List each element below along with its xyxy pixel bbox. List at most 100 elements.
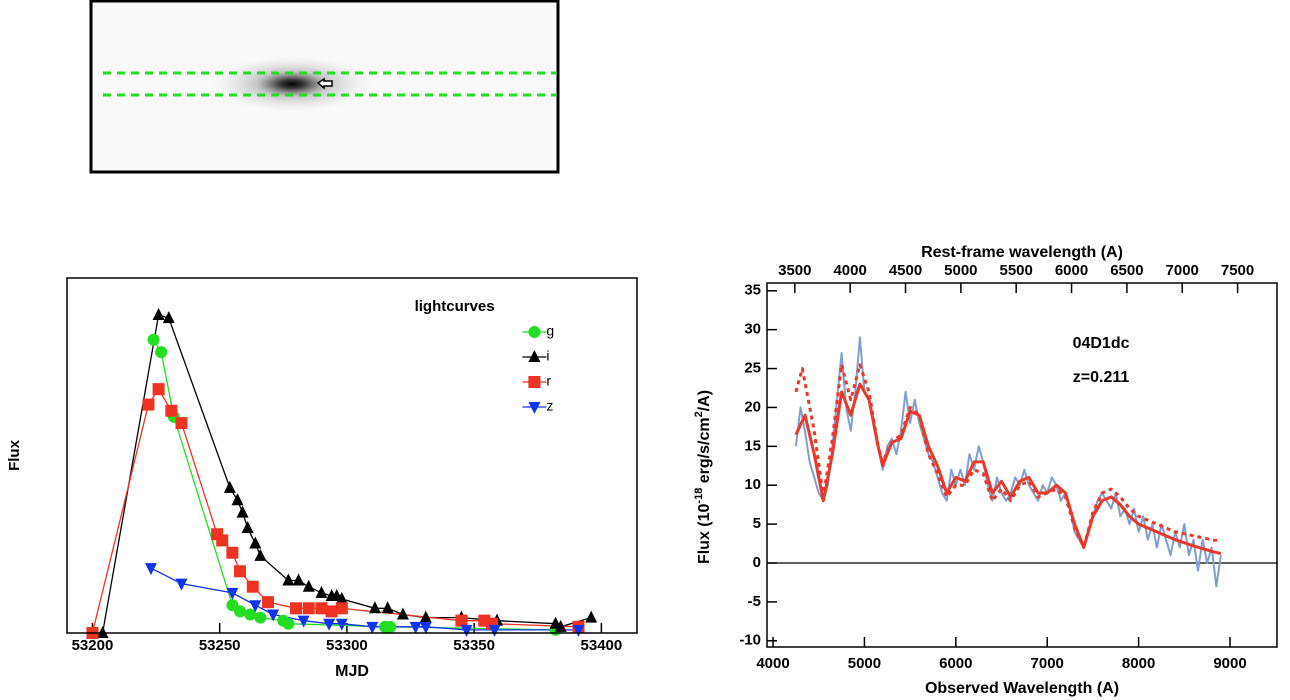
marker	[315, 602, 328, 615]
marker	[152, 308, 165, 321]
marker	[419, 610, 432, 623]
y-axis-title-superscript: -18	[693, 488, 705, 504]
marker	[165, 404, 178, 417]
x-axis-title: Observed Wavelength (A)	[925, 680, 1119, 697]
marker	[142, 398, 155, 411]
marker	[226, 546, 239, 559]
plot-area	[794, 336, 1222, 588]
marker	[155, 346, 168, 359]
marker	[528, 326, 541, 338]
marker	[234, 565, 247, 578]
plot-frame	[66, 277, 638, 634]
y-tick-label: -10	[739, 632, 761, 649]
marker	[325, 605, 338, 618]
x2-tick-label: 7000	[1166, 262, 1199, 279]
supernova-marker	[316, 77, 333, 90]
x-tick-label: 53250	[199, 637, 241, 654]
marker	[572, 624, 585, 637]
marker	[144, 563, 157, 576]
y-axis-title-part: Flux (10	[696, 503, 713, 564]
marker	[282, 617, 295, 630]
marker	[297, 615, 310, 628]
x2-tick-label: 5000	[944, 262, 977, 279]
x-tick-label: 9000	[1213, 655, 1246, 672]
y-tick-label: 0	[753, 554, 761, 571]
x-tick-label: 53300	[326, 637, 368, 654]
x2-tick-label: 4500	[889, 262, 922, 279]
marker	[223, 480, 236, 493]
marker	[409, 621, 422, 634]
y-tick-label: 30	[744, 321, 761, 338]
y-tick-label: 25	[744, 360, 761, 377]
x-tick-label: 5000	[848, 655, 881, 672]
x2-axis-title: Rest-frame wavelength (A)	[921, 244, 1123, 261]
x2-tick-label: 6500	[1110, 262, 1143, 279]
spectrum-line	[794, 336, 1222, 588]
marker	[234, 605, 247, 618]
x2-tick-label: 7500	[1221, 262, 1254, 279]
marker	[368, 601, 381, 614]
x2-tick-label: 3500	[778, 262, 811, 279]
galaxy-image	[89, 0, 560, 174]
marker	[147, 333, 160, 346]
marker	[254, 548, 267, 561]
x-tick-label: 8000	[1122, 655, 1155, 672]
marker	[249, 536, 262, 549]
annotation: z=0.211	[1073, 369, 1130, 386]
y-tick-label: 35	[744, 282, 761, 299]
galaxy	[212, 56, 372, 112]
legend-label: z	[546, 398, 553, 414]
marker	[488, 624, 501, 637]
y-tick-label: -5	[748, 593, 761, 610]
marker	[460, 624, 473, 637]
spectrum-line	[794, 382, 1222, 556]
marker	[366, 621, 379, 634]
x-axis-title: MJD	[335, 663, 369, 680]
x-tick-label: 7000	[1031, 655, 1064, 672]
marker	[231, 493, 244, 506]
x2-tick-label: 6000	[1055, 262, 1088, 279]
marker	[249, 600, 262, 613]
marker	[384, 620, 397, 633]
x2-tick-label: 5500	[1000, 262, 1033, 279]
y-tick-label: 10	[744, 476, 761, 493]
marker	[267, 609, 280, 622]
x-tick-label: 53200	[72, 637, 114, 654]
marker	[585, 610, 598, 623]
marker	[175, 578, 188, 591]
x-tick-label: 53350	[453, 637, 495, 654]
marker	[396, 607, 409, 620]
marker	[216, 534, 229, 547]
marker	[381, 601, 394, 614]
marker	[96, 626, 109, 638]
marker	[290, 602, 303, 615]
marker	[455, 614, 468, 627]
marker	[528, 402, 541, 414]
y-tick-label: 15	[744, 437, 761, 454]
legend-label: r	[546, 373, 551, 389]
marker	[528, 350, 541, 362]
marker	[175, 417, 188, 430]
fit-curve	[150, 567, 579, 631]
marker	[236, 505, 249, 518]
marker	[335, 618, 348, 631]
marker	[554, 619, 567, 632]
y-axis-title-part: /A)	[696, 390, 713, 411]
marker	[419, 621, 432, 634]
marker	[162, 311, 175, 324]
marker	[241, 521, 254, 534]
marker	[323, 618, 336, 631]
marker	[292, 573, 305, 586]
fit-curve	[152, 339, 556, 631]
marker	[528, 376, 541, 388]
annotation: 04D1dc	[1073, 335, 1130, 352]
marker	[246, 580, 259, 593]
marker	[335, 602, 348, 615]
marker	[262, 596, 275, 609]
marker	[244, 608, 257, 621]
fit-curve	[101, 314, 592, 633]
y-tick-label: 20	[744, 398, 761, 415]
marker	[335, 592, 348, 605]
plot-frame	[766, 282, 1278, 648]
